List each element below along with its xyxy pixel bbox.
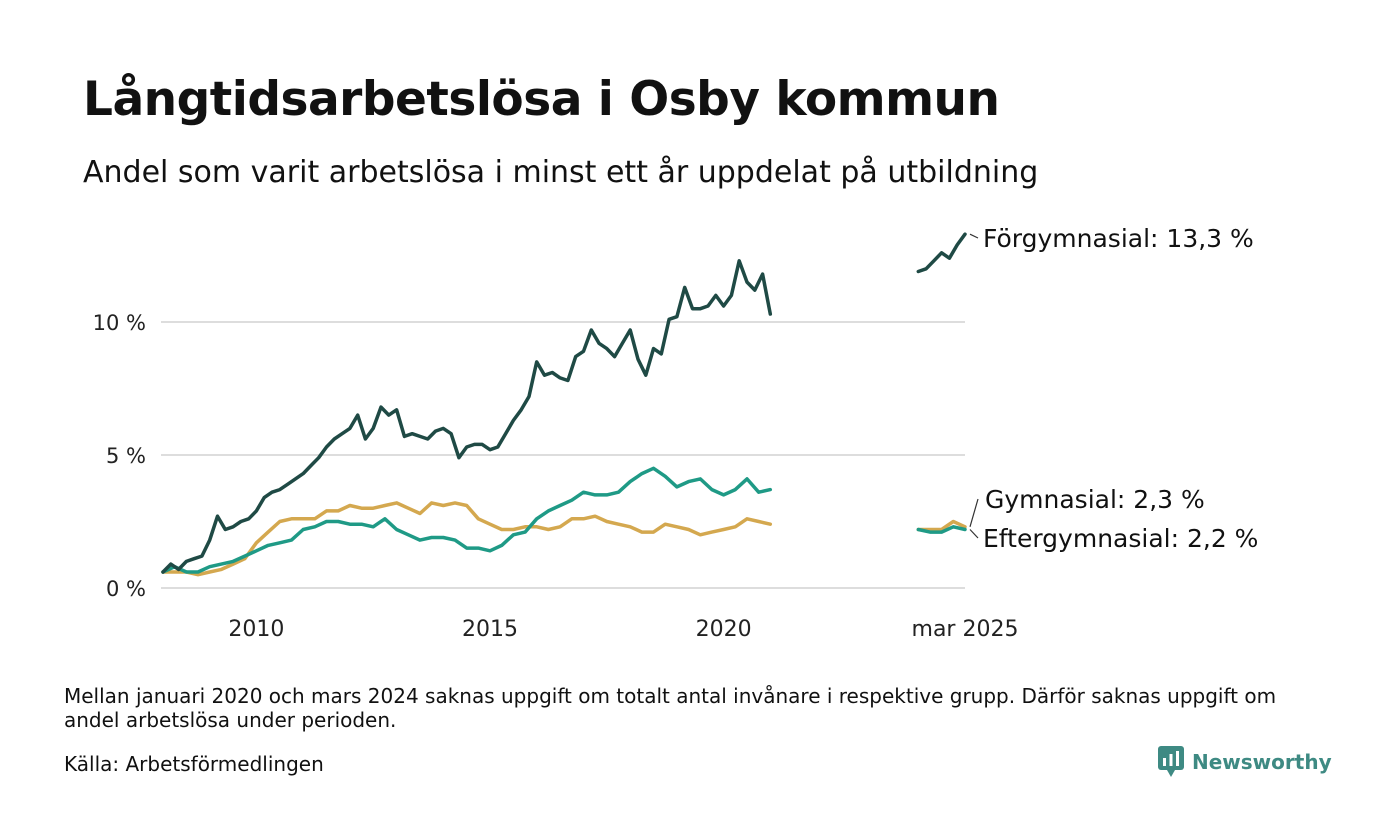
series-label-gymnasial: Gymnasial: 2,3 % (985, 485, 1205, 514)
chart-title: Långtidsarbetslösa i Osby kommun (83, 72, 1000, 127)
series-line-förgymnasial (161, 259, 773, 574)
series-labels: Förgymnasial: 13,3 % Gymnasial: 2,3 % Efte… (969, 224, 1258, 553)
newsworthy-icon (1158, 746, 1184, 777)
newsworthy-logo: Newsworthy (1158, 746, 1332, 778)
y-tick-label: 10 % (93, 311, 146, 335)
chart-subtitle: Andel som varit arbetslösa i minst ett å… (83, 155, 1039, 190)
label-leader-line (969, 529, 979, 539)
label-leader-line (969, 498, 979, 527)
x-tick-label: 2010 (228, 617, 284, 642)
series-line-eftergymnasial (161, 466, 773, 574)
grid-lines (161, 321, 965, 589)
y-axis-ticks: 0 % 5 % 10 % (93, 311, 146, 601)
series-line-eftergymnasial (916, 525, 967, 534)
series-lines (161, 232, 967, 577)
x-tick-label: 2020 (696, 617, 752, 642)
line-chart: 0 % 5 % 10 % 2010 2015 2020 mar 2025 Förgymna… (93, 224, 1259, 642)
x-tick-label: 2015 (462, 617, 518, 642)
x-axis-ticks: 2010 2015 2020 mar 2025 (228, 617, 1018, 642)
series-line-gymnasial (161, 501, 773, 577)
x-tick-label: mar 2025 (912, 617, 1019, 642)
label-leader-line (969, 233, 979, 239)
y-tick-label: 0 % (106, 577, 146, 601)
y-tick-label: 5 % (106, 444, 146, 468)
source-text: Källa: Arbetsförmedlingen (64, 752, 324, 776)
series-label-eftergymnasial: Eftergymnasial: 2,2 % (983, 524, 1258, 553)
footnote: Mellan januari 2020 och mars 2024 saknas… (64, 684, 1277, 732)
series-line-förgymnasial (916, 232, 967, 274)
brand-name: Newsworthy (1192, 750, 1332, 774)
series-label-förgymnasial: Förgymnasial: 13,3 % (983, 224, 1254, 253)
